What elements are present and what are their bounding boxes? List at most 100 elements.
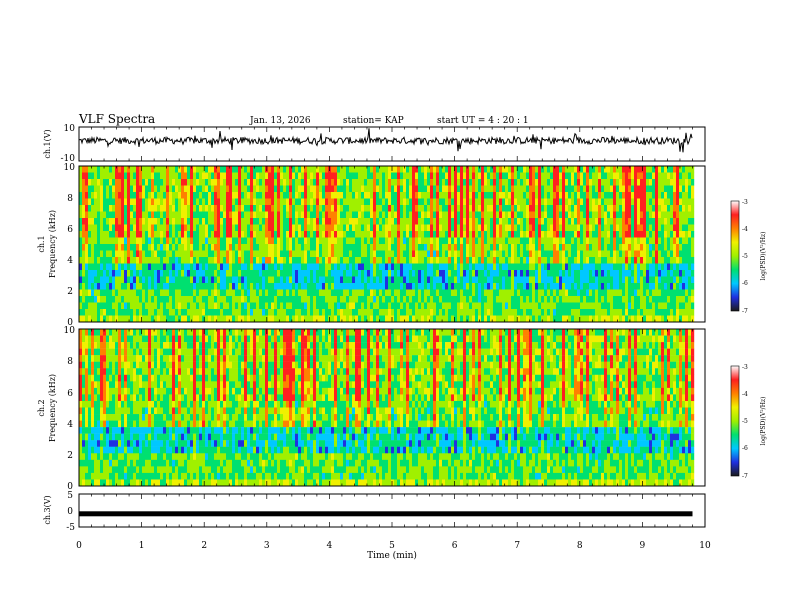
spectrogram-cell — [250, 283, 254, 290]
spectrogram-cell — [127, 218, 131, 225]
spectrogram-cell — [163, 302, 167, 310]
spectrogram-cell — [685, 302, 689, 310]
spectrogram-cell — [574, 270, 578, 277]
spectrogram-cell — [451, 257, 455, 264]
spectrogram-cell — [667, 296, 671, 303]
spectrogram-cell — [79, 348, 83, 356]
spectrogram-cell — [118, 224, 122, 232]
spectrogram-cell — [490, 166, 494, 173]
spectrogram-cell — [682, 185, 686, 193]
spectrogram-cell — [277, 179, 281, 186]
spectrogram-cell — [679, 250, 683, 258]
spectrogram-cell — [229, 192, 233, 199]
spectrogram-cell — [628, 296, 632, 303]
spectrogram-cell — [295, 276, 299, 284]
spectrogram-cell — [547, 166, 551, 173]
spectrogram-cell — [103, 270, 107, 277]
spectrogram-cell — [484, 296, 488, 303]
spectrogram-cell — [256, 198, 260, 206]
spectrogram-cell — [631, 289, 635, 297]
spectrogram-cell — [253, 166, 257, 173]
spectrogram-cell — [475, 224, 479, 232]
spectrogram-cell — [454, 237, 458, 245]
spectrogram-cell — [232, 244, 236, 251]
spectrogram-cell — [280, 218, 284, 225]
spectrogram-cell — [589, 244, 593, 251]
spectrogram-cell — [403, 224, 407, 232]
spectrogram-cell — [427, 257, 431, 264]
spectrogram-cell — [685, 315, 689, 323]
spectrogram-cell — [451, 185, 455, 193]
spectrogram-cell — [475, 198, 479, 206]
spectrogram-cell — [130, 244, 134, 251]
spectrogram-cell — [391, 211, 395, 219]
spectrogram-cell — [670, 205, 674, 212]
spectrogram-cell — [298, 179, 302, 186]
spectrogram-cell — [448, 289, 452, 297]
spectrogram-cell — [304, 257, 308, 264]
spectrogram-cell — [649, 309, 653, 316]
spectrogram-cell — [100, 257, 104, 264]
spectrogram-cell — [241, 276, 245, 284]
spectrogram-cell — [523, 283, 527, 290]
spectrogram-cell — [664, 211, 668, 219]
spectrogram-cell — [94, 185, 98, 193]
spectrogram-cell — [172, 224, 176, 232]
spectrogram-cell — [82, 309, 86, 316]
spectrogram-cell — [265, 172, 269, 180]
spectrogram-cell — [232, 211, 236, 219]
spectrogram-cell — [688, 231, 692, 238]
spectrogram-cell — [493, 315, 497, 323]
spectrogram-cell — [106, 263, 110, 271]
spectrogram-cell — [361, 211, 365, 219]
spectrogram-cell — [88, 179, 92, 186]
spectrogram-cell — [613, 198, 617, 206]
spectrogram-cell — [97, 315, 101, 323]
spectrogram-cell — [616, 270, 620, 277]
spectrogram-cell — [445, 296, 449, 303]
spectrogram-cell — [670, 315, 674, 323]
spectrogram-cell — [553, 205, 557, 212]
spectrogram-cell — [340, 198, 344, 206]
spectrogram-cell — [94, 218, 98, 225]
spectrogram-cell — [310, 315, 314, 323]
spectrogram-cell — [448, 211, 452, 219]
spectrogram-cell — [298, 237, 302, 245]
spectrogram-cell — [616, 237, 620, 245]
spectrogram-cell — [505, 309, 509, 316]
spectrogram-cell — [169, 231, 173, 238]
spectrogram-cell — [337, 166, 341, 173]
spectrogram-cell — [331, 224, 335, 232]
spectrogram-cell — [520, 172, 524, 180]
spectrogram-cell — [274, 218, 278, 225]
spectrogram-cell — [436, 237, 440, 245]
spectrogram-cell — [157, 289, 161, 297]
spectrogram-cell — [421, 224, 425, 232]
spectrogram-cell — [259, 179, 263, 186]
spectrogram-cell — [316, 257, 320, 264]
spectrogram-cell — [613, 315, 617, 323]
spectrogram-cell — [109, 179, 113, 186]
spectrogram-cell — [460, 185, 464, 193]
spectrogram-cell — [664, 289, 668, 297]
spectrogram-cell — [517, 296, 521, 303]
spectrogram-cell — [172, 166, 176, 173]
spectrogram-cell — [133, 237, 137, 245]
spectrogram-cell — [301, 179, 305, 186]
spectrogram-cell — [97, 270, 101, 277]
spectrogram-cell — [655, 270, 659, 277]
spectrogram-cell — [568, 192, 572, 199]
spectrogram-cell — [106, 166, 110, 173]
figure-title: VLF Spectra — [78, 112, 155, 126]
spectrogram-cell — [391, 166, 395, 173]
spectrogram-cell — [544, 315, 548, 323]
spectrogram-cell — [211, 257, 215, 264]
spectrogram-cell — [226, 224, 230, 232]
spectrogram-cell — [298, 263, 302, 271]
spectrogram-cell — [445, 309, 449, 316]
spectrogram-cell — [340, 205, 344, 212]
spectrogram-cell — [553, 283, 557, 290]
spectrogram-cell — [511, 205, 515, 212]
spectrogram-cell — [214, 250, 218, 258]
spectrogram-cell — [595, 257, 599, 264]
